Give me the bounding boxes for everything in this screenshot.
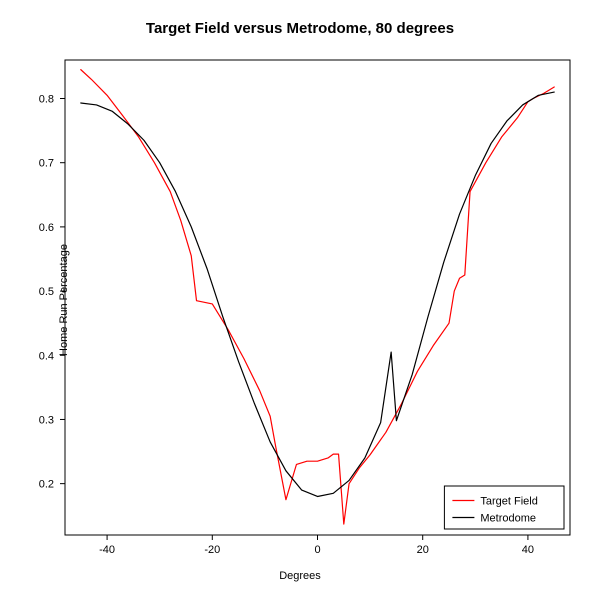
x-tick-label: -20 bbox=[204, 544, 220, 556]
x-tick-label: 20 bbox=[417, 544, 429, 556]
y-tick-label: 0.4 bbox=[39, 350, 54, 362]
plot-border bbox=[65, 60, 570, 535]
x-tick-label: -40 bbox=[99, 544, 115, 556]
chart-container: Target Field versus Metrodome, 80 degree… bbox=[0, 0, 600, 600]
x-tick-label: 0 bbox=[314, 544, 320, 556]
y-tick-label: 0.6 bbox=[39, 222, 54, 234]
y-tick-label: 0.2 bbox=[39, 479, 54, 491]
legend-label: Target Field bbox=[480, 496, 537, 508]
legend-label: Metrodome bbox=[480, 513, 536, 525]
y-tick-label: 0.7 bbox=[39, 158, 54, 170]
y-tick-label: 0.5 bbox=[39, 286, 54, 298]
series-metrodome bbox=[81, 92, 554, 496]
y-tick-label: 0.8 bbox=[39, 94, 54, 106]
series-target-field bbox=[81, 70, 554, 524]
x-tick-label: 40 bbox=[522, 544, 534, 556]
chart-svg: -40-20020400.20.30.40.50.60.70.8Target F… bbox=[0, 0, 600, 600]
y-tick-label: 0.3 bbox=[39, 414, 54, 426]
